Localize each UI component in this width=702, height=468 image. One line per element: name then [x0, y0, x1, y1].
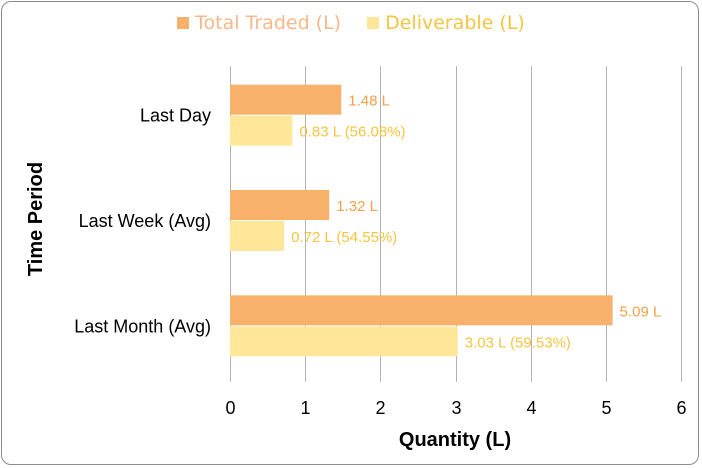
x-tick-label: 1 — [300, 398, 310, 418]
legend-swatch-deliverable — [367, 17, 380, 29]
legend-label-deliverable: Deliverable (L) — [385, 12, 525, 34]
bar-deliverable — [230, 221, 285, 251]
y-axis-title: Time Period — [25, 162, 47, 276]
data-label: 1.32 L — [336, 198, 378, 215]
legend-label-total-traded: Total Traded (L) — [195, 12, 342, 34]
data-label: 5.09 L — [620, 303, 662, 320]
bar-total-traded — [230, 84, 342, 115]
x-tick-label: 3 — [451, 398, 461, 418]
bar-deliverable — [230, 115, 293, 146]
legend-swatch-total-traded — [177, 17, 190, 29]
y-tick-label: Last Month (Avg) — [74, 316, 211, 336]
x-axis-title: Quantity (L) — [399, 429, 511, 451]
x-tick-label: 2 — [375, 398, 385, 418]
legend: Total Traded (L) Deliverable (L) — [0, 12, 702, 34]
legend-item-deliverable[interactable]: Deliverable (L) — [367, 12, 525, 34]
x-tick-label: 0 — [225, 398, 235, 418]
x-tick-label: 5 — [601, 398, 611, 418]
legend-item-total-traded[interactable]: Total Traded (L) — [177, 12, 341, 34]
y-tick-label: Last Day — [140, 106, 211, 126]
bar-deliverable — [230, 326, 458, 357]
data-label: 0.72 L (54.55%) — [291, 229, 397, 246]
bar-total-traded — [230, 190, 330, 220]
x-tick-label: 6 — [676, 398, 686, 418]
x-tick-label: 4 — [526, 398, 536, 418]
data-label: 3.03 L (59.53%) — [465, 334, 571, 351]
data-label: 0.83 L (56.08%) — [299, 124, 405, 141]
y-tick-label: Last Week (Avg) — [79, 211, 211, 231]
bar-total-traded — [230, 295, 613, 326]
data-label: 1.48 L — [348, 93, 390, 110]
